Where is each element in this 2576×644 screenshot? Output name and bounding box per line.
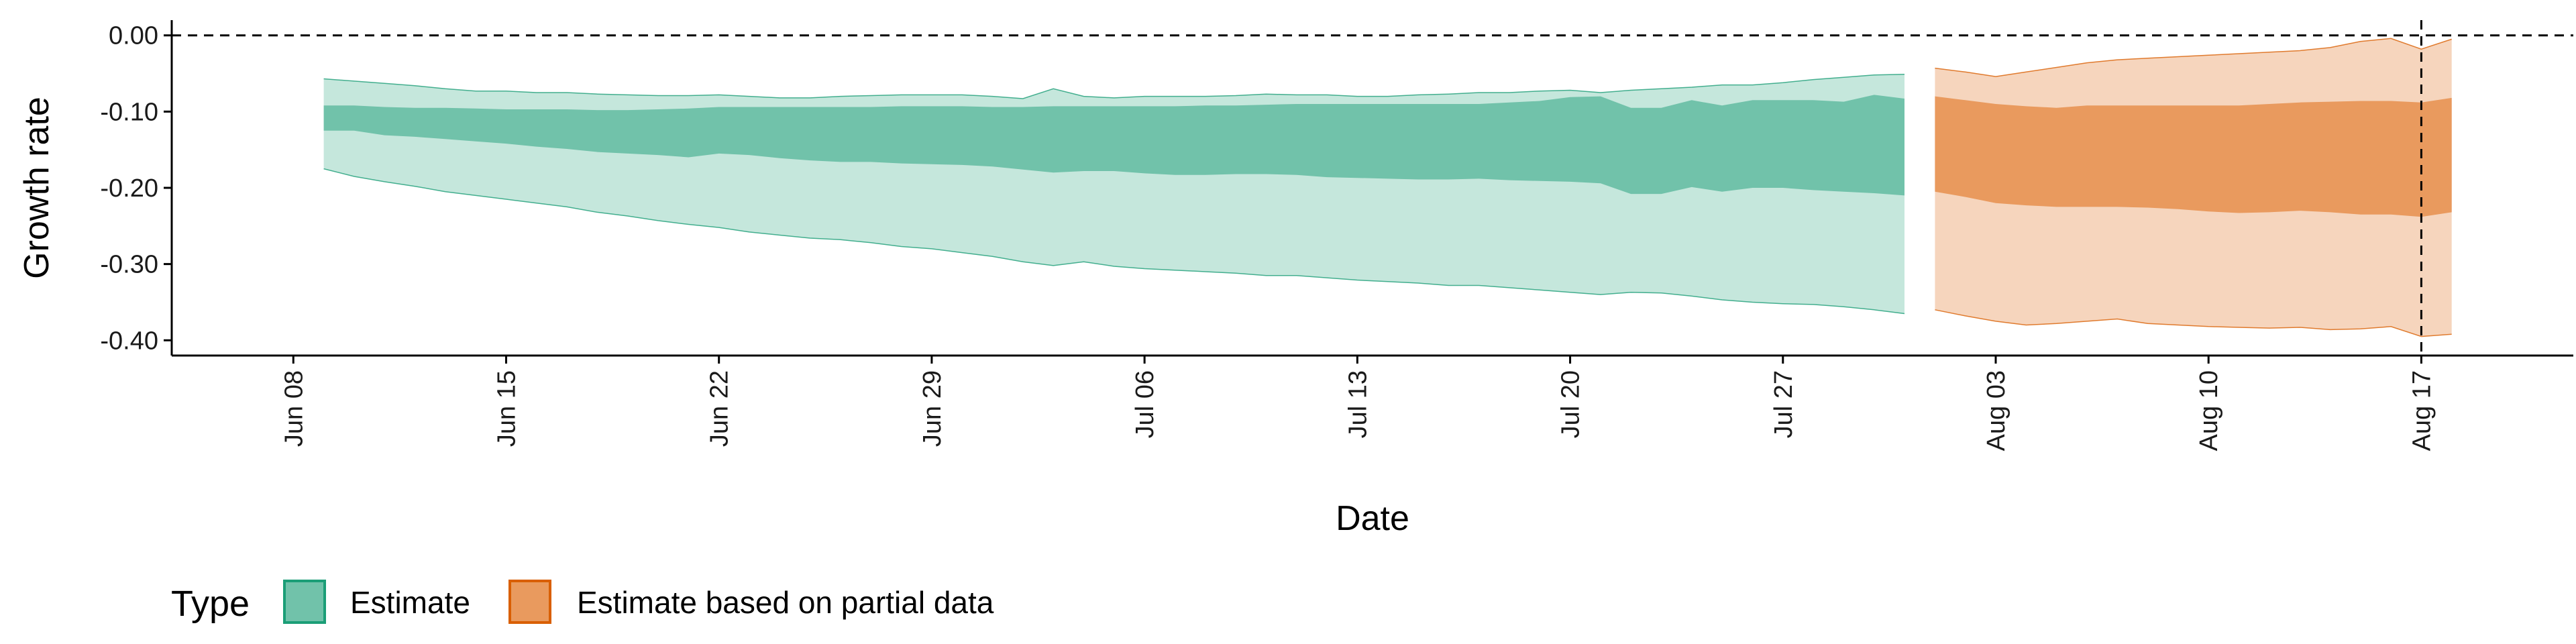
legend-entries: Estimate Estimate based on partial data	[283, 580, 994, 624]
x-tick-label: Aug 17	[2408, 370, 2436, 451]
x-axis-ticks: Jun 08 Jun 15 Jun 22 Jun 29 Jul 06 Jul 13 Jul …	[280, 356, 2436, 451]
estimate-lower-edge	[323, 168, 1905, 315]
x-tick-label: Jul 06	[1131, 370, 1159, 438]
x-tick-label: Jul 27	[1770, 370, 1798, 438]
x-tick-label: Jun 15	[492, 370, 521, 447]
y-axis-ticks: 0.00 -0.10 -0.20 -0.30 -0.40	[100, 22, 172, 355]
legend-key-estimate	[283, 580, 326, 624]
partial-estimate-lower-edge	[1935, 309, 2452, 337]
legend-title: Type	[171, 584, 250, 624]
y-axis-title: Growth rate	[17, 97, 56, 279]
legend-key-partial-estimate	[508, 580, 551, 624]
partial-estimate-inner-band	[1935, 96, 2452, 217]
x-tick-label: Aug 03	[1982, 370, 2010, 451]
x-axis-title: Date	[1336, 499, 1409, 538]
x-tick-label: Jul 20	[1557, 370, 1585, 438]
plot-area	[172, 20, 2573, 356]
legend: Type Estimate Estimate based on partial d…	[171, 580, 994, 624]
y-tick-label: -0.10	[100, 98, 158, 126]
y-tick-label: 0.00	[109, 22, 158, 50]
x-tick-label: Jun 29	[918, 370, 947, 447]
estimate-upper-edge	[323, 73, 1905, 99]
partial-estimate-upper-edge	[1935, 38, 2452, 77]
y-tick-label: -0.30	[100, 251, 158, 279]
y-tick-label: -0.40	[100, 327, 158, 355]
axes: 0.00-0.10-0.20-0.30-0.40 Jun 08 Jun 15 Jun…	[17, 20, 2573, 538]
x-tick-label: Jun 08	[280, 370, 308, 447]
legend-label-partial-estimate: Estimate based on partial data	[577, 585, 994, 620]
y-tick-label: -0.20	[100, 174, 158, 203]
x-tick-label: Aug 10	[2195, 370, 2223, 451]
reference-lines	[172, 20, 2573, 356]
series-bands	[323, 38, 2452, 337]
legend-label-estimate: Estimate	[350, 585, 470, 620]
x-tick-label: Jul 13	[1344, 370, 1372, 438]
estimate-inner-band	[323, 95, 1904, 196]
x-tick-label: Jun 22	[706, 370, 734, 447]
